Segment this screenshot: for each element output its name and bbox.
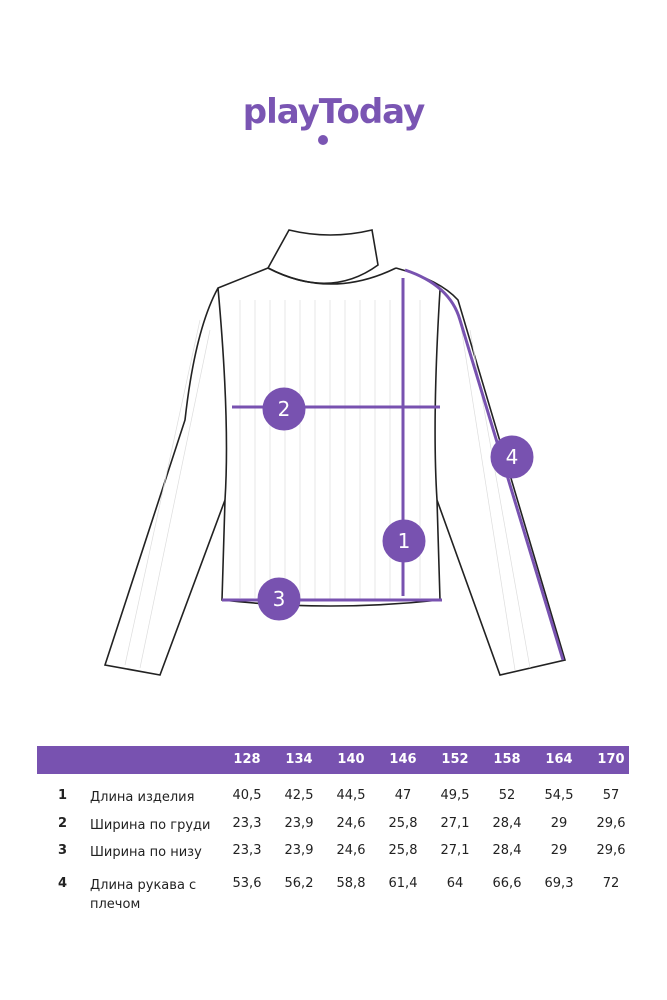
row-number: 3 — [58, 843, 68, 858]
row-number: 1 — [58, 788, 68, 803]
rib-pattern — [124, 300, 531, 671]
row-label: Длина рукава с плечом — [90, 878, 197, 912]
row-label: Длина изделия — [90, 790, 195, 805]
row-label: Ширина по низу — [90, 845, 202, 860]
size-header: 170 — [597, 752, 625, 767]
table-cell: 27,1 — [440, 843, 470, 858]
table-cell: 27,1 — [440, 816, 470, 831]
marker-3-label: 3 — [273, 587, 286, 611]
brand-logo: playToday — [242, 92, 426, 132]
table-cell: 72 — [602, 876, 620, 891]
logo-dot — [318, 135, 328, 145]
table-cell: 49,5 — [440, 788, 470, 803]
table-cell: 24,6 — [336, 843, 366, 858]
table-cell: 42,5 — [284, 788, 314, 803]
table-cell: 29 — [550, 843, 568, 858]
row-label: Ширина по груди — [90, 818, 211, 833]
size-header: 164 — [545, 752, 573, 767]
row-number: 4 — [58, 876, 68, 891]
table-cell: 53,6 — [232, 876, 262, 891]
table-cell: 25,8 — [388, 816, 418, 831]
table-cell: 56,2 — [284, 876, 314, 891]
table-cell: 58,8 — [336, 876, 366, 891]
size-header: 128 — [233, 752, 261, 767]
table-cell: 23,9 — [284, 816, 314, 831]
marker-3 — [257, 577, 301, 621]
table-cell: 52 — [498, 788, 516, 803]
marker-2-label: 2 — [278, 397, 291, 421]
table-cell: 61,4 — [388, 876, 418, 891]
table-cell: 25,8 — [388, 843, 418, 858]
marker-4 — [490, 435, 534, 479]
table-cell: 29 — [550, 816, 568, 831]
row-number: 2 — [58, 816, 68, 831]
sweater-diagram: 2 1 3 4 — [103, 229, 567, 676]
table-cell: 23,3 — [232, 816, 262, 831]
table-cell: 66,6 — [492, 876, 522, 891]
marker-1 — [382, 519, 426, 563]
size-header: 158 — [493, 752, 521, 767]
measurement-arrows — [222, 268, 565, 661]
marker-4-label: 4 — [506, 445, 519, 469]
table-header: 128 134 140 146 152 158 164 170 — [37, 746, 629, 774]
table-cell: 29,6 — [596, 816, 626, 831]
size-header: 140 — [337, 752, 365, 767]
table-cell: 29,6 — [596, 843, 626, 858]
table-cell: 28,4 — [492, 843, 522, 858]
size-header: 146 — [389, 752, 417, 767]
table-cell: 23,3 — [232, 843, 262, 858]
size-header: 134 — [285, 752, 313, 767]
table-cell: 54,5 — [544, 788, 574, 803]
size-header: 152 — [441, 752, 469, 767]
marker-1-label: 1 — [398, 529, 411, 553]
table-cell: 24,6 — [336, 816, 366, 831]
table-cell: 47 — [394, 788, 412, 803]
table-cell: 57 — [602, 788, 620, 803]
table-cell: 44,5 — [336, 788, 366, 803]
table-cell: 40,5 — [232, 788, 262, 803]
table-cell: 28,4 — [492, 816, 522, 831]
table-cell: 64 — [446, 876, 464, 891]
table-cell: 23,9 — [284, 843, 314, 858]
sweater-outline — [103, 229, 567, 676]
table-cell: 69,3 — [544, 876, 574, 891]
marker-2 — [262, 387, 306, 431]
